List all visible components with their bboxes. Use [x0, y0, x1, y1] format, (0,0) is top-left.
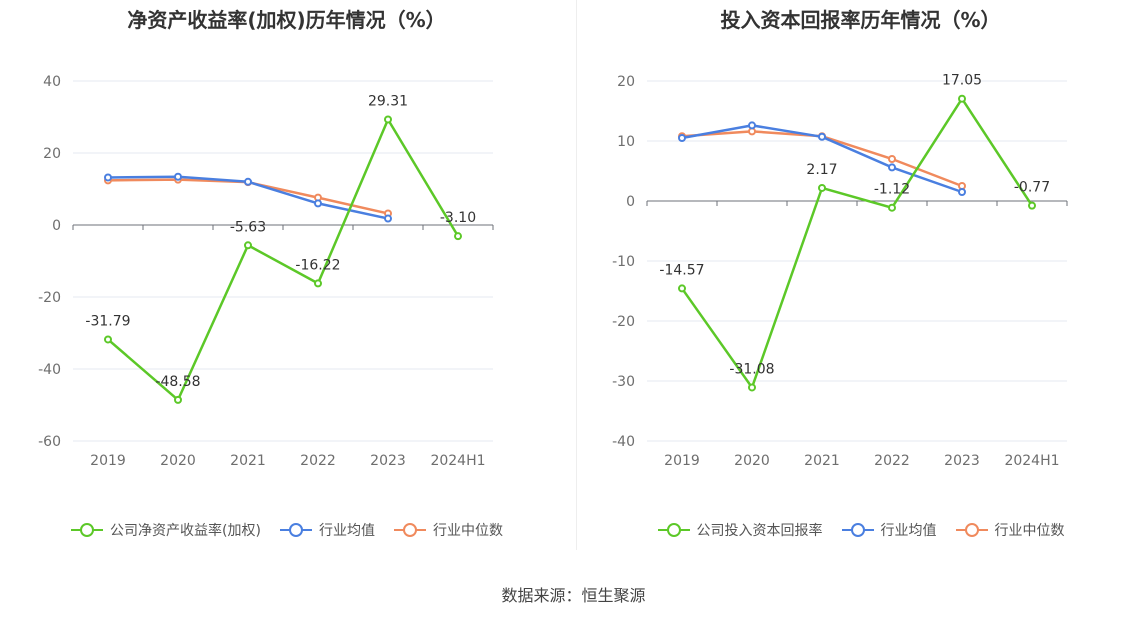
data-point[interactable] [818, 132, 826, 141]
data-point[interactable] [678, 134, 686, 142]
legend-label-industry-median: 行业中位数 [432, 523, 503, 539]
x-tick-label: 2023 [944, 453, 980, 469]
legend-label-company: 公司投入资本回报率 [696, 523, 823, 539]
legend-company-line-icon [657, 523, 690, 537]
series-industry-avg [104, 172, 392, 223]
series-line [680, 97, 1034, 389]
data-point[interactable] [958, 94, 966, 103]
data-label: -0.77 [1014, 180, 1050, 196]
legend-label-industry-median: 行业中位数 [994, 523, 1065, 539]
series-industry-avg [678, 121, 966, 196]
legend-industry-avg-line-icon [279, 523, 312, 537]
x-tick-label: 2020 [160, 453, 196, 469]
legend-industry-median-line-icon [955, 523, 988, 537]
data-point[interactable] [384, 214, 392, 223]
y-tick-label: -20 [612, 314, 635, 330]
data-point[interactable] [384, 115, 392, 124]
data-point[interactable] [314, 279, 322, 288]
data-point[interactable] [888, 163, 896, 172]
legend-item-industry-avg[interactable]: 行业均值 [279, 520, 375, 540]
legend-company-line-icon [71, 523, 104, 537]
data-label: 29.31 [368, 93, 408, 109]
legend-roic: 公司投入资本回报率 行业均值 行业中位数 [574, 520, 1147, 540]
data-point[interactable] [888, 203, 896, 212]
data-point[interactable] [454, 232, 462, 241]
x-tick-label: 2024H1 [1004, 453, 1059, 469]
data-label: 17.05 [942, 73, 982, 89]
x-tick-label: 2022 [874, 453, 910, 469]
x-tick-label: 2023 [370, 453, 406, 469]
data-point[interactable] [104, 335, 112, 344]
data-label: 2.17 [806, 162, 837, 178]
series-company: -31.79 -48.58 -5.63 -16.22 29.31 -3.10 [85, 93, 476, 404]
y-tick-label: 40 [43, 74, 61, 90]
x-tick-label: 2022 [300, 453, 336, 469]
legend-roe: 公司净资产收益率(加权) 行业均值 行业中位数 [0, 520, 573, 540]
x-tick-label: 2024H1 [430, 453, 485, 469]
data-label: -16.22 [295, 257, 340, 273]
data-label: -3.10 [440, 210, 476, 226]
y-tick-label: 0 [52, 218, 61, 234]
data-point[interactable] [1028, 201, 1036, 210]
data-point[interactable] [818, 183, 826, 192]
legend-item-company[interactable]: 公司投入资本回报率 [657, 520, 823, 540]
x-tick-label: 2019 [90, 453, 126, 469]
data-point[interactable] [244, 241, 252, 250]
data-point[interactable] [888, 155, 896, 163]
y-tick-label: -40 [38, 362, 61, 378]
data-point[interactable] [244, 177, 252, 186]
chart-title-roic: 投入资本回报率历年情况（%） [720, 8, 1001, 32]
series-line [107, 118, 460, 402]
line-chart-roic: 20 10 0 -10 -20 -30 -40 2019 2020 2021 2022 2023 202… [612, 73, 1068, 469]
data-point[interactable] [748, 383, 756, 392]
legend-industry-avg-line-icon [841, 523, 874, 537]
x-tick-label: 2020 [734, 453, 770, 469]
data-source-note: 数据来源：恒生聚源 [501, 586, 646, 605]
x-tick-label: 2019 [664, 453, 700, 469]
data-label: -31.08 [729, 361, 774, 377]
legend-label-industry-avg: 行业均值 [880, 523, 937, 539]
data-label: -5.63 [230, 219, 266, 235]
data-point[interactable] [174, 172, 182, 181]
legend-item-industry-avg[interactable]: 行业均值 [841, 520, 937, 540]
data-label: -48.58 [155, 374, 200, 390]
data-point[interactable] [748, 121, 756, 130]
chart-panel-roe: 净资产收益率(加权)历年情况（%） 40 20 0 -20 -40 -60 2019 2020… [0, 0, 573, 560]
chart-title-roe: 净资产收益率(加权)历年情况（%） [127, 8, 446, 32]
data-point[interactable] [678, 284, 686, 293]
series-company: -14.57 -31.08 2.17 -1.12 17.05 -0.77 [659, 73, 1050, 392]
data-label: -14.57 [659, 262, 704, 278]
grid-lines [73, 80, 493, 442]
y-tick-label: -10 [612, 254, 635, 270]
y-tick-label: -30 [612, 374, 635, 390]
legend-item-industry-median[interactable]: 行业中位数 [955, 520, 1065, 540]
legend-label-company: 公司净资产收益率(加权) [110, 523, 261, 539]
line-chart-roe: 40 20 0 -20 -40 -60 2019 2020 2021 2022 2023 2024H1… [38, 74, 494, 469]
legend-industry-median-line-icon [393, 523, 426, 537]
chart-panel-roic: 投入资本回报率历年情况（%） 20 10 0 -10 -20 -30 -40 2019 2020… [574, 0, 1147, 560]
legend-label-industry-avg: 行业均值 [318, 523, 375, 539]
x-tick-label: 2021 [230, 453, 266, 469]
y-tick-label: 20 [43, 146, 61, 162]
y-tick-label: -40 [612, 434, 635, 450]
data-label: -1.12 [874, 182, 910, 198]
data-point[interactable] [958, 188, 966, 196]
x-tick-label: 2021 [804, 453, 840, 469]
y-tick-label: -60 [38, 434, 61, 450]
panel-divider [576, 0, 577, 550]
grid-lines [647, 80, 1067, 442]
data-label: -31.79 [85, 313, 130, 329]
data-point[interactable] [314, 199, 322, 208]
y-tick-label: -20 [38, 290, 61, 306]
y-tick-label: 20 [617, 74, 635, 90]
data-point[interactable] [104, 173, 112, 182]
legend-item-company[interactable]: 公司净资产收益率(加权) [70, 520, 261, 540]
y-tick-label: 10 [617, 134, 635, 150]
legend-item-industry-median[interactable]: 行业中位数 [393, 520, 503, 540]
data-point[interactable] [174, 395, 182, 404]
y-tick-label: 0 [626, 194, 635, 210]
